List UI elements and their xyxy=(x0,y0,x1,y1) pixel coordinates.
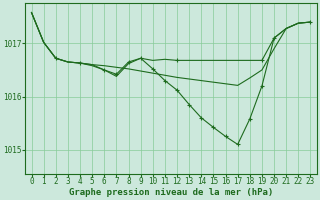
X-axis label: Graphe pression niveau de la mer (hPa): Graphe pression niveau de la mer (hPa) xyxy=(69,188,273,197)
